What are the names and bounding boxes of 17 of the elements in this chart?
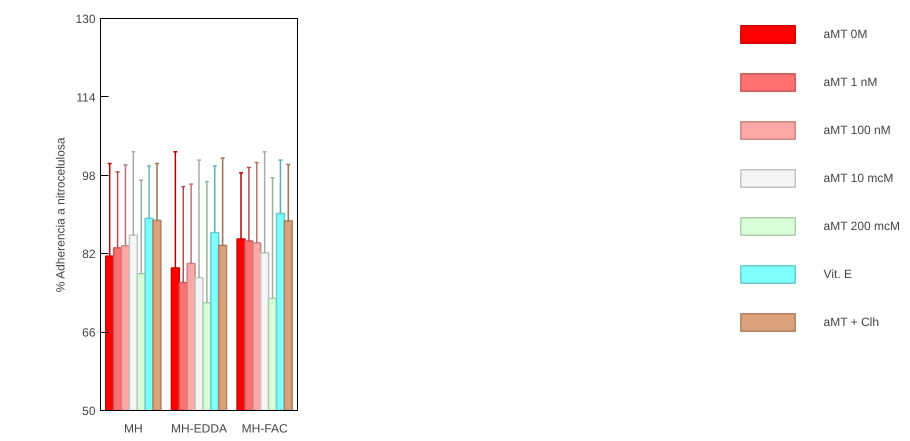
x-tick-label: MH-FAC (242, 422, 288, 436)
legend-label: Vit. E (824, 267, 852, 281)
legend-label: aMT + Clh (824, 315, 879, 329)
y-tick-label: 130 (75, 12, 96, 26)
legend-label: aMT 100 nM (824, 123, 891, 137)
y-tick-label: 82 (82, 247, 96, 262)
y-tick-label: 114 (76, 90, 96, 104)
x-tick-label: MH-EDDA (171, 422, 227, 436)
legend-label: aMT 0M (824, 27, 868, 41)
x-tick-label: MH (124, 422, 143, 436)
y-tick-label: 98 (82, 168, 96, 183)
legend-label: aMT 1 nM (824, 75, 878, 89)
legend-label: aMT 200 mcM (824, 219, 900, 233)
legend-label: aMT 10 mcM (824, 171, 894, 185)
y-axis-title: % Adherencia a nitrocelulosa (53, 137, 68, 292)
y-tick-label: 50 (82, 404, 96, 418)
y-tick-label: 66 (82, 326, 96, 340)
